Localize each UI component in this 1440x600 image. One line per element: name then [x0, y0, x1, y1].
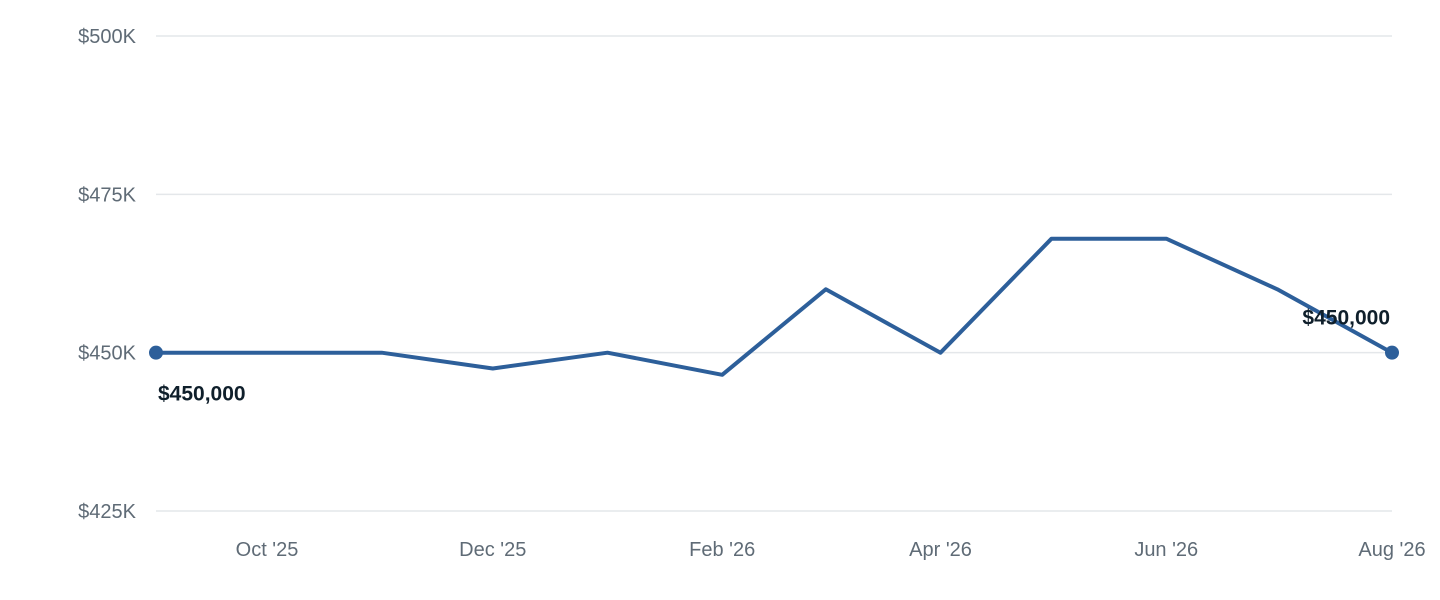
y-tick-label: $475K [78, 184, 136, 206]
x-tick-label: Jun '26 [1134, 539, 1198, 561]
endpoint-marker [1385, 345, 1399, 360]
y-tick-label: $500K [78, 26, 136, 48]
x-axis: Oct '25 Dec '25 Feb '26 Apr '26 Jun '26 Aug '… [236, 539, 1426, 561]
series-line [154, 236, 1394, 377]
data-label: $450,000 [1302, 307, 1390, 330]
data-label: $450,000 [158, 383, 246, 406]
series [149, 236, 1399, 377]
x-tick-label: Oct '25 [236, 539, 299, 561]
y-tick-label: $425K [78, 501, 136, 523]
data-labels: $450,000 $450,000 [158, 307, 1390, 406]
x-tick-label: Feb '26 [689, 539, 755, 561]
y-axis: $500K $475K $450K $425K [78, 26, 136, 523]
x-tick-label: Apr '26 [909, 539, 972, 561]
x-tick-label: Dec '25 [459, 539, 526, 561]
y-tick-label: $450K [78, 343, 136, 365]
gridlines [156, 35, 1392, 512]
endpoint-marker [149, 345, 163, 360]
x-tick-label: Aug '26 [1358, 539, 1425, 561]
